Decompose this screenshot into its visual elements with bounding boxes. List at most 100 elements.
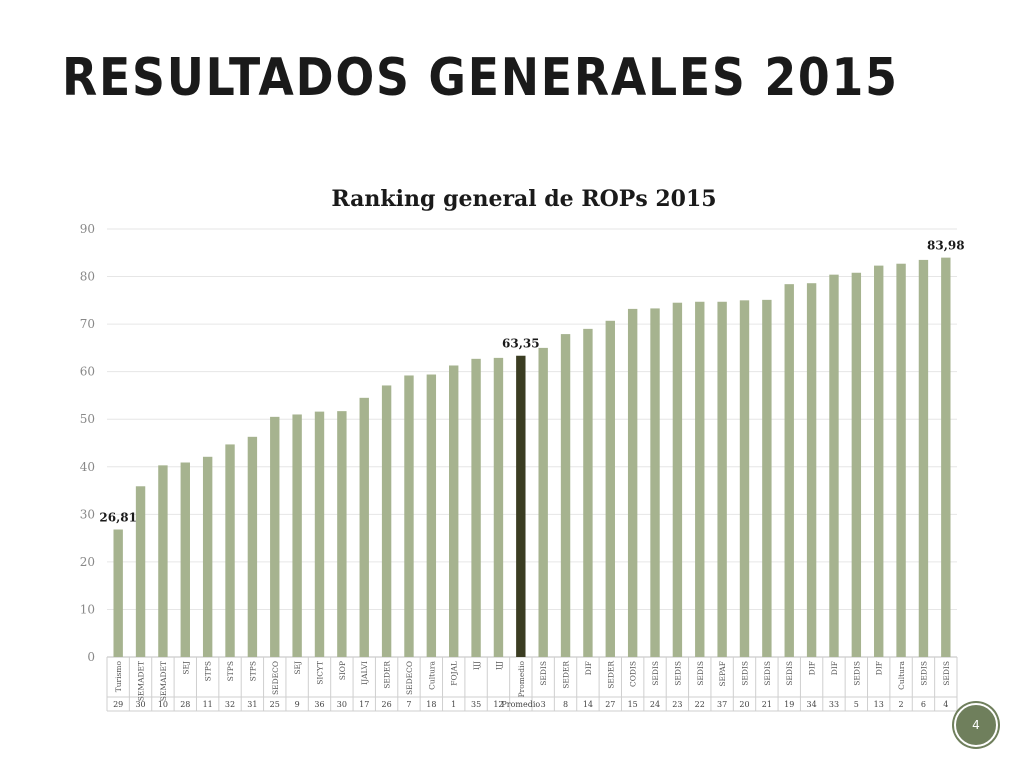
y-tick-label: 0 xyxy=(87,650,95,664)
bar xyxy=(538,347,548,657)
rank-label: 8 xyxy=(563,700,568,709)
category-label: SEJ xyxy=(293,661,302,675)
y-tick-label: 60 xyxy=(80,365,95,379)
bar xyxy=(874,265,884,657)
bar xyxy=(426,374,437,657)
data-label: 26,81 xyxy=(99,511,137,525)
category-label: SEDIS xyxy=(741,661,750,686)
rank-label: 29 xyxy=(113,700,123,709)
bar xyxy=(896,263,906,657)
chart-title: Ranking general de ROPs 2015 xyxy=(331,186,716,212)
category-label: FOJAL xyxy=(450,661,459,686)
page-number: 4 xyxy=(972,718,980,732)
bar xyxy=(292,414,302,657)
rank-label: 1 xyxy=(451,700,456,709)
category-label: SEDER xyxy=(606,661,615,689)
bar xyxy=(493,357,504,657)
category-label: Turismo xyxy=(114,661,123,693)
category-label: SICYT xyxy=(316,661,325,685)
bar xyxy=(851,272,862,657)
category-label: SEDIS xyxy=(919,661,928,686)
bar xyxy=(404,375,414,657)
rank-label: 21 xyxy=(762,700,772,709)
bar xyxy=(113,529,123,657)
category-label: STPS xyxy=(226,661,235,681)
bar xyxy=(381,385,392,657)
bar xyxy=(449,365,459,657)
rank-label: Promedio xyxy=(501,700,540,709)
y-tick-label: 40 xyxy=(80,460,95,474)
y-tick-label: 70 xyxy=(80,317,95,331)
rank-label: 30 xyxy=(135,700,145,709)
rank-label: 15 xyxy=(628,700,638,709)
rank-label: 26 xyxy=(382,700,392,709)
category-label: SEDIS xyxy=(651,661,660,686)
bar xyxy=(806,283,817,657)
bar xyxy=(180,462,190,657)
rank-label: 24 xyxy=(650,700,660,709)
y-tick-label: 80 xyxy=(80,270,95,284)
category-table: Turismo SEMADET SEMADET SEJ STPS STPS STPS SEDE… xyxy=(106,657,958,712)
y-tick-label: 50 xyxy=(80,412,95,426)
bar xyxy=(314,411,325,657)
rank-label: 2 xyxy=(899,700,904,709)
rank-label: 30 xyxy=(337,700,347,709)
category-label: SEPAF xyxy=(718,661,727,687)
y-tick-label: 30 xyxy=(80,507,95,521)
rank-label: 9 xyxy=(295,700,300,709)
bar xyxy=(695,301,705,657)
category-label: DIF xyxy=(830,661,839,675)
bar xyxy=(337,411,347,657)
rank-label: 13 xyxy=(874,700,884,709)
bar xyxy=(560,334,571,657)
category-label: SEDER xyxy=(562,661,571,689)
bar xyxy=(135,486,146,657)
category-label: IJJ xyxy=(472,661,481,670)
category-label: IJALVI xyxy=(360,661,369,685)
rank-label: 17 xyxy=(359,700,369,709)
category-label: Cultura xyxy=(897,660,906,689)
category-label: SEDECO xyxy=(271,661,280,695)
rank-label: 33 xyxy=(829,700,839,709)
rank-label: 35 xyxy=(471,700,481,709)
rank-label: 27 xyxy=(605,700,615,709)
category-label: DIF xyxy=(808,661,817,675)
rank-label: 25 xyxy=(270,700,280,709)
rank-label: 4 xyxy=(943,700,948,709)
rank-label: 3 xyxy=(541,700,546,709)
bar xyxy=(762,299,772,657)
rank-label: 10 xyxy=(158,700,168,709)
bar xyxy=(270,416,280,657)
category-label: SEMADET xyxy=(159,661,168,701)
rank-label: 34 xyxy=(807,700,817,709)
bar xyxy=(717,301,727,657)
y-tick-label: 10 xyxy=(80,602,95,616)
bar xyxy=(202,456,213,657)
bar xyxy=(516,355,526,657)
y-tick-label: 90 xyxy=(80,222,95,236)
rank-label: 31 xyxy=(247,700,257,709)
rank-label: 12 xyxy=(493,700,503,709)
category-label: SEJ xyxy=(181,661,190,675)
category-label: SEDIS xyxy=(785,661,794,686)
bar xyxy=(784,284,794,657)
rank-label: 6 xyxy=(921,700,926,709)
data-label: 63,35 xyxy=(502,337,540,351)
category-label: DIF xyxy=(875,661,884,675)
rank-label: 32 xyxy=(225,700,235,709)
y-axis: 0 10 20 30 40 50 60 70 80 90 xyxy=(80,222,95,664)
bar xyxy=(583,328,593,657)
bar xyxy=(918,259,929,657)
category-label: DIF xyxy=(584,661,593,675)
category-label: SEDIS xyxy=(942,661,951,686)
category-label: SEDIS xyxy=(852,661,861,686)
bar xyxy=(471,358,481,657)
rank-label: 18 xyxy=(426,700,436,709)
category-label: CODIS xyxy=(629,661,638,687)
bar xyxy=(605,320,615,657)
rank-label: 20 xyxy=(739,700,749,709)
rank-label: 22 xyxy=(695,700,705,709)
category-label: SEMADET xyxy=(137,661,146,701)
bar xyxy=(672,302,683,657)
